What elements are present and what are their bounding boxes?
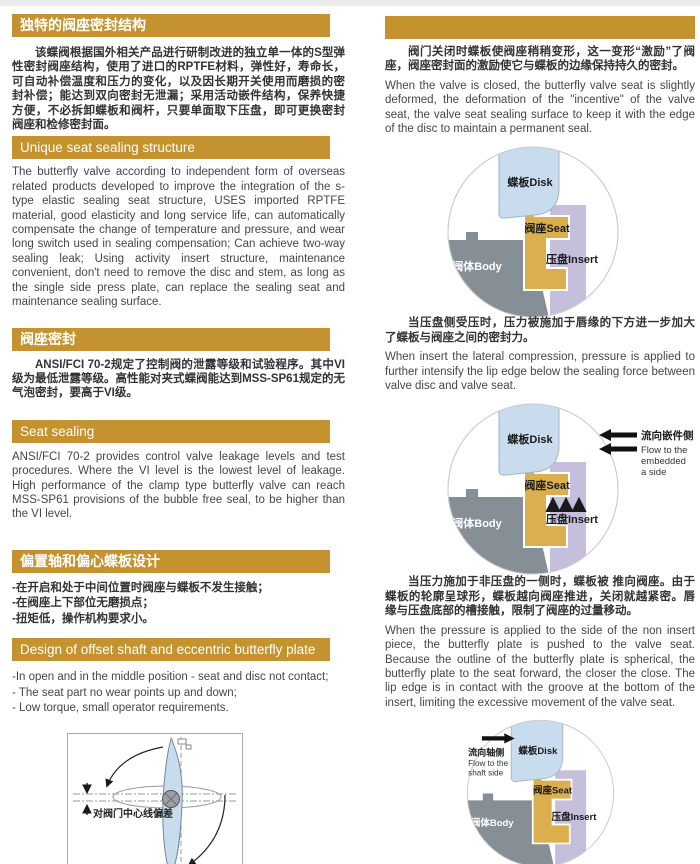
bullet-item: -扭矩低，操作机构要求小。 [12,612,154,625]
flow-shaft-label-zh: 流向轴侧 [468,747,504,758]
disc-label: 蝶板Disk [518,745,558,757]
paragraph-seat-sealing-en: ANSI/FCI 70-2 provides control valve lea… [12,450,345,521]
flow-right-arrow [481,733,515,744]
flow-insert-label-en: a side [641,467,666,478]
seat-label: 阀座Seat [524,221,570,235]
seat-label: 阀座Seat [524,478,570,492]
paragraph-unique-seat-sealing-en: The butterfly valve according to indepen… [12,166,345,309]
paragraph-non-insert-side-zh: 当压力施加于非压盘的一侧时，蝶板被 推向阀座。由于蝶板的轮廓呈球形，蝶板越向阀座… [385,576,695,618]
paragraph-seat-seal-structure-zh: 该蝶阀根据国外相关产品进行研制改进的独立单一体的S型弹性密封阀座结构，使用了进口… [12,47,345,132]
body-label: 阀体Body [452,259,502,273]
bullet-item: -In open and in the middle position - se… [12,671,329,684]
rotation-arc-right [187,794,226,864]
right-column: 阀门关闭时蝶板使阀座稍稍变形，这一变形“激励”了阀座，阀座密封面的激励使它与蝶板… [348,6,700,864]
flow-insert-label-en: embedded [641,456,686,467]
seat-cross-section-diagram-2: 蝶板Disk 阀座Seat 压盘Insert 阀体Body 流向嵌件侧 Flow… [447,403,694,575]
bullet-item: - The seat part no wear points up and do… [12,686,237,699]
flow-shaft-label-en: shaft side [468,769,503,778]
paragraph-valve-closed-en: When the valve is closed, the butterfly … [385,79,695,136]
bullet-list-offset-shaft-zh: -在开启和处于中间位置时阀座与蝶板不发生接触； -在阀座上下部位无磨损点； -扭… [12,581,345,628]
detail-circle-outline [447,403,619,575]
left-column: 独特的阀座密封结构 该蝶阀根据国外相关产品进行研制改进的独立单一体的S型弹性密封… [0,6,348,864]
body-label: 阀体Body [471,817,514,829]
bullet-item: -在阀座上下部位无磨损点； [12,597,154,610]
flow-left-arrow [599,443,637,456]
valve-centerline-offset-label: 对阀门中心线偏差 [93,807,173,820]
top-hinge-pin [185,744,192,750]
flow-insert-label-zh: 流向嵌件侧 [641,429,694,442]
section-title-seat-sealing-en: Seat sealing [12,419,330,443]
section-title-offset-shaft-en: Design of offset shaft and eccentric but… [12,638,330,662]
detail-circle-outline [466,720,615,864]
bullet-item: -在开启和处于中间位置时阀座与蝶板不发生接触； [12,581,269,594]
top-hinge-pin [177,738,187,745]
detail-circle-outline [447,146,619,318]
insert-label: 压盘Insert [546,512,598,526]
section-title-offset-shaft-zh: 偏置轴和偏心蝶板设计 [12,549,330,573]
paragraph-valve-closed-zh: 阀门关闭时蝶板使阀座稍稍变形，这一变形“激励”了阀座，阀座密封面的激励使它与蝶板… [385,46,695,73]
section-title-seat-seal-structure-zh: 独特的阀座密封结构 [12,14,330,37]
page-top-strip [0,0,700,6]
insert-label: 压盘Insert [546,252,598,266]
paragraph-insert-side-pressure-en: When insert the lateral compression, pre… [385,351,695,393]
seat-label: 阀座Seat [533,785,573,797]
right-column-header-bar [385,16,695,39]
body-label: 阀体Body [452,516,502,530]
paragraph-seat-sealing-zh: ANSI/FCI 70-2规定了控制阀的泄露等级和试验程序。其中VI级为最低泄露… [12,358,345,400]
bullet-list-offset-shaft-en: -In open and in the middle position - se… [12,670,345,717]
section-title-unique-seat-sealing-en: Unique seat sealing structure [12,136,330,160]
seat-cross-section-diagram-3: 蝶板Disk 阀座Seat 压盘Insert 阀体Body 流向轴侧 Flow … [466,720,615,864]
flow-left-arrow [599,429,637,442]
section-title-seat-sealing-zh: 阀座密封 [12,327,330,351]
paragraph-insert-side-pressure-zh: 当压盘侧受压时，压力被施加于唇缘的下方进一步加大了蝶板与阀座之间的密封力。 [385,317,695,344]
bullet-item: - Low torque, small operator requirement… [12,702,229,715]
flow-shaft-label-en: Flow to the [468,759,508,768]
eccentric-disc-offset-diagram: 对阀门中心线偏差 对阀座中心线偏差 [67,732,243,864]
disc-label: 蝶板Disk [507,432,553,446]
paragraph-non-insert-side-en: When the pressure is applied to the side… [385,624,695,709]
disc-label: 蝶板Disk [507,175,553,189]
rotation-arc-left [105,746,164,788]
seat-cross-section-diagram-1: 蝶板Disk 阀座Seat 压盘Insert 阀体Body [447,146,619,318]
flow-insert-label-en: Flow to the [641,445,687,456]
shaft-hatch [164,792,178,806]
insert-label: 压盘Insert [552,811,598,823]
